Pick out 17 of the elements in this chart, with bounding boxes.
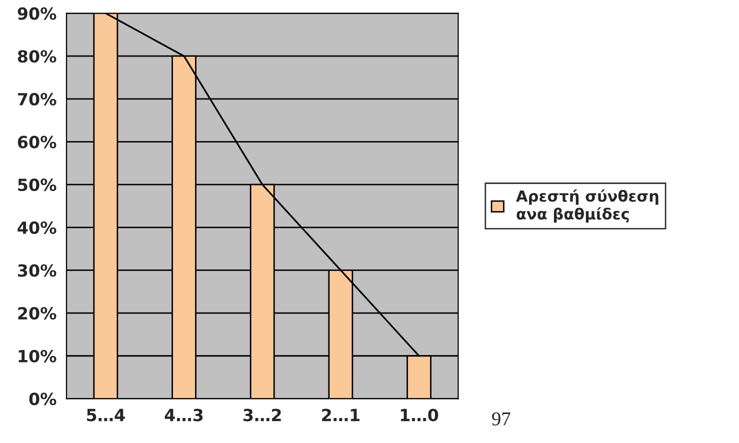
x-tick-label: 5…4: [87, 408, 125, 422]
x-tick-label: 2…1: [322, 408, 360, 422]
legend-label: Αρεστή σύνθεση ανα βαθμίδες: [516, 189, 658, 223]
x-tick-label: 4…3: [164, 408, 203, 422]
x-tick-label: 1…0: [400, 408, 438, 422]
y-tick-label: 30%: [18, 264, 56, 277]
y-tick-label: 60%: [18, 136, 56, 148]
y-tick-label: 50%: [18, 178, 56, 192]
y-tick-label: 20%: [18, 307, 56, 320]
y-tick-label: 10%: [18, 350, 56, 362]
x-tick-label: 3…2: [244, 408, 281, 422]
text: 97: [492, 412, 510, 426]
y-tick-label: 80%: [18, 50, 56, 63]
y-tick-label: 70%: [18, 92, 56, 106]
y-tick-label: 90%: [18, 7, 56, 20]
y-tick-label: 40%: [18, 221, 56, 234]
y-tick-label: 0%: [29, 392, 56, 406]
